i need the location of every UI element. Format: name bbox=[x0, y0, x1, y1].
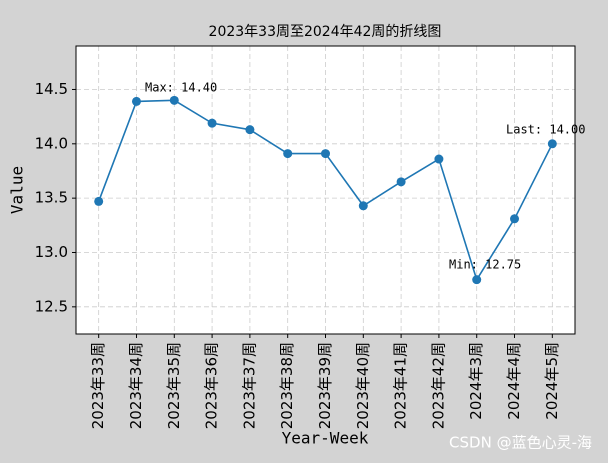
y-tick-label: 12.5 bbox=[35, 297, 68, 315]
point bbox=[169, 95, 179, 105]
x-tick-label: 2024年5周 bbox=[543, 342, 561, 420]
y-tick-label: 13.5 bbox=[35, 189, 68, 207]
watermark: CSDN @蓝色心灵-海 bbox=[449, 434, 592, 452]
y-tick-label: 14.0 bbox=[35, 134, 68, 152]
x-tick-label: 2023年33周 bbox=[89, 342, 107, 429]
point bbox=[283, 149, 293, 159]
x-tick-label: 2023年38周 bbox=[278, 342, 296, 429]
y-axis-label: Value bbox=[8, 166, 27, 214]
point bbox=[510, 214, 520, 224]
x-tick-label: 2024年4周 bbox=[505, 342, 523, 420]
point bbox=[434, 154, 444, 164]
point bbox=[547, 139, 557, 149]
annotation: Max: 14.40 bbox=[145, 81, 217, 95]
point bbox=[358, 201, 368, 211]
x-tick-label: 2024年3周 bbox=[467, 342, 485, 420]
point bbox=[131, 96, 141, 106]
x-tick-label: 2023年34周 bbox=[127, 342, 145, 429]
x-tick-label: 2023年39周 bbox=[316, 342, 334, 429]
x-tick-label: 2023年37周 bbox=[240, 342, 258, 429]
chart-title: 2023年33周至2024年42周的折线图 bbox=[209, 24, 442, 40]
y-tick-label: 14.5 bbox=[35, 80, 68, 98]
point bbox=[94, 196, 104, 206]
point bbox=[245, 125, 255, 135]
point bbox=[207, 118, 217, 128]
annotation: Last: 14.00 bbox=[506, 123, 585, 137]
point bbox=[396, 177, 406, 187]
x-tick-label: 2023年35周 bbox=[165, 342, 183, 429]
point bbox=[472, 275, 482, 285]
point bbox=[321, 149, 330, 159]
y-tick-label: 13.0 bbox=[35, 243, 68, 261]
plot-frame bbox=[75, 45, 576, 335]
x-tick-label: 2023年42周 bbox=[429, 342, 447, 429]
x-tick-label: 2023年41周 bbox=[392, 342, 410, 429]
x-tick-label: 2023年40周 bbox=[354, 342, 372, 429]
x-tick-label: 2023年36周 bbox=[203, 342, 221, 429]
x-axis-label: Year-Week bbox=[282, 429, 369, 448]
annotation: Min: 12.75 bbox=[449, 258, 521, 272]
